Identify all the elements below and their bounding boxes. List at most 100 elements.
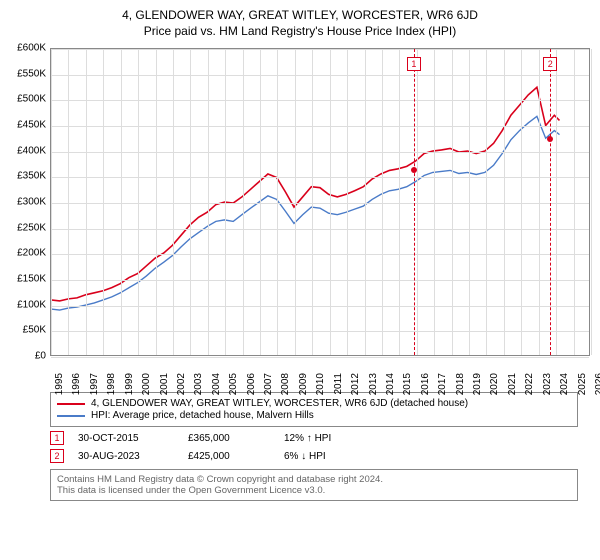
- xtick-label: 2015: [402, 373, 413, 395]
- event-date: 30-AUG-2023: [78, 451, 174, 462]
- xtick-label: 2005: [228, 373, 239, 395]
- xtick-label: 2011: [333, 373, 344, 395]
- gridline-h: [51, 306, 589, 307]
- event-list-badge: 1: [50, 431, 64, 445]
- event-delta: 6% ↓ HPI: [284, 451, 364, 462]
- plot-area: 12: [50, 48, 590, 356]
- gridline-v: [121, 49, 122, 355]
- xtick-label: 2021: [507, 373, 518, 395]
- event-badge: 1: [407, 57, 421, 71]
- xtick-label: 2012: [350, 373, 361, 395]
- xtick-label: 2016: [420, 373, 431, 395]
- gridline-h: [51, 357, 589, 358]
- ytick-label: £50K: [4, 325, 48, 336]
- gridline-v: [86, 49, 87, 355]
- legend-row-hpi: HPI: Average price, detached house, Malv…: [57, 410, 571, 421]
- plot-wrap: 12 £0£50K£100K£150K£200K£250K£300K£350K£…: [4, 44, 596, 384]
- gridline-v: [382, 49, 383, 355]
- series-svg: [51, 49, 589, 355]
- event-price: £365,000: [188, 433, 270, 444]
- xtick-label: 2001: [159, 373, 170, 395]
- footnote-line1: Contains HM Land Registry data © Crown c…: [57, 474, 571, 485]
- xtick-label: 2007: [263, 373, 274, 395]
- gridline-v: [399, 49, 400, 355]
- event-dot: [411, 167, 417, 173]
- title-subtitle: Price paid vs. HM Land Registry's House …: [4, 24, 596, 38]
- xtick-label: 2023: [542, 373, 553, 395]
- footnote-line2: This data is licensed under the Open Gov…: [57, 485, 571, 496]
- ytick-label: £600K: [4, 43, 48, 54]
- gridline-v: [103, 49, 104, 355]
- gridline-v: [521, 49, 522, 355]
- gridline-h: [51, 152, 589, 153]
- gridline-v: [173, 49, 174, 355]
- gridline-h: [51, 203, 589, 204]
- gridline-h: [51, 49, 589, 50]
- ytick-label: £500K: [4, 94, 48, 105]
- xtick-label: 1997: [89, 373, 100, 395]
- gridline-v: [539, 49, 540, 355]
- gridline-v: [190, 49, 191, 355]
- event-list-badge: 2: [50, 449, 64, 463]
- gridline-h: [51, 254, 589, 255]
- xtick-label: 2017: [437, 373, 448, 395]
- series-line-hpi: [51, 116, 560, 310]
- event-price: £425,000: [188, 451, 270, 462]
- xtick-label: 2019: [472, 373, 483, 395]
- series-line-price_paid: [51, 87, 560, 301]
- xtick-label: 2000: [141, 373, 152, 395]
- ytick-label: £100K: [4, 299, 48, 310]
- ytick-label: £250K: [4, 222, 48, 233]
- event-badge: 2: [543, 57, 557, 71]
- ytick-label: £550K: [4, 68, 48, 79]
- ytick-label: £150K: [4, 274, 48, 285]
- xtick-label: 2025: [577, 373, 588, 395]
- gridline-v: [156, 49, 157, 355]
- event-delta: 12% ↑ HPI: [284, 433, 364, 444]
- gridline-v: [260, 49, 261, 355]
- gridline-h: [51, 75, 589, 76]
- gridline-v: [330, 49, 331, 355]
- xtick-label: 2004: [211, 373, 222, 395]
- ytick-label: £450K: [4, 120, 48, 131]
- event-date: 30-OCT-2015: [78, 433, 174, 444]
- event-row: 1 30-OCT-2015 £365,000 12% ↑ HPI: [50, 431, 578, 445]
- xtick-label: 2010: [315, 373, 326, 395]
- gridline-v: [469, 49, 470, 355]
- gridline-v: [277, 49, 278, 355]
- gridline-v: [208, 49, 209, 355]
- legend-swatch-hpi: [57, 415, 85, 417]
- legend-swatch-price: [57, 403, 85, 405]
- gridline-v: [556, 49, 557, 355]
- gridline-h: [51, 100, 589, 101]
- event-dot: [547, 136, 553, 142]
- xtick-label: 2026: [594, 373, 600, 395]
- gridline-v: [312, 49, 313, 355]
- gridline-v: [574, 49, 575, 355]
- xtick-label: 2006: [246, 373, 257, 395]
- gridline-v: [51, 49, 52, 355]
- legend-box: 4, GLENDOWER WAY, GREAT WITLEY, WORCESTE…: [50, 392, 578, 427]
- title-address: 4, GLENDOWER WAY, GREAT WITLEY, WORCESTE…: [4, 8, 596, 22]
- xtick-label: 2008: [280, 373, 291, 395]
- event-vline: [414, 49, 415, 355]
- ytick-label: £400K: [4, 145, 48, 156]
- xtick-label: 2022: [524, 373, 535, 395]
- xtick-label: 1999: [124, 373, 135, 395]
- gridline-h: [51, 331, 589, 332]
- gridline-v: [591, 49, 592, 355]
- gridline-v: [504, 49, 505, 355]
- ytick-label: £350K: [4, 171, 48, 182]
- legend-label-price: 4, GLENDOWER WAY, GREAT WITLEY, WORCESTE…: [91, 398, 468, 409]
- xtick-label: 1996: [71, 373, 82, 395]
- ytick-label: £0: [4, 351, 48, 362]
- legend-label-hpi: HPI: Average price, detached house, Malv…: [91, 410, 314, 421]
- gridline-h: [51, 280, 589, 281]
- xtick-label: 2002: [176, 373, 187, 395]
- event-vline: [550, 49, 551, 355]
- gridline-v: [225, 49, 226, 355]
- ytick-label: £200K: [4, 248, 48, 259]
- xtick-label: 2020: [489, 373, 500, 395]
- chart-container: 4, GLENDOWER WAY, GREAT WITLEY, WORCESTE…: [0, 0, 600, 509]
- footnote-box: Contains HM Land Registry data © Crown c…: [50, 469, 578, 501]
